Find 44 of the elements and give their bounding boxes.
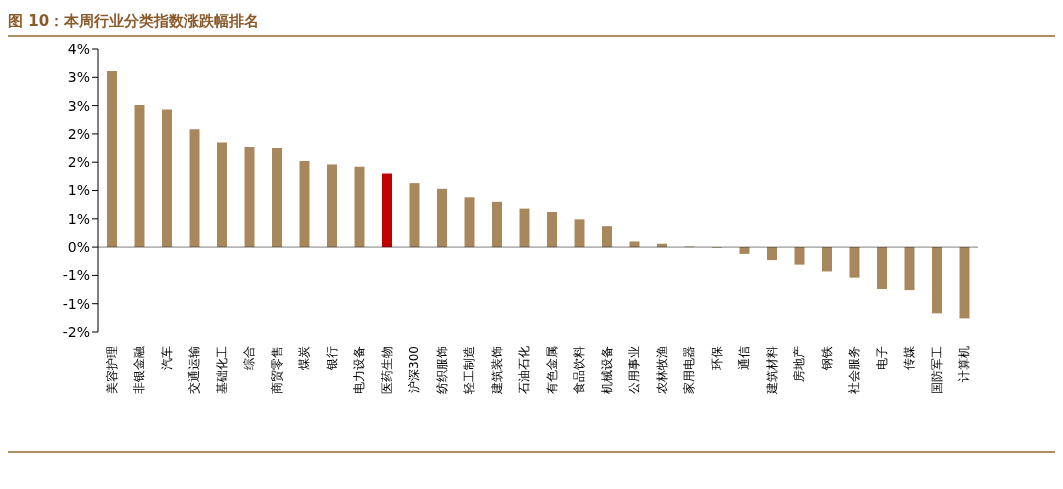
y-tick-label: 2%	[67, 125, 90, 142]
y-tick-label: 3%	[67, 97, 90, 114]
x-tick-label: 医药生物	[379, 346, 394, 394]
y-tick-label: -1%	[62, 267, 90, 284]
x-tick-label: 商贸零售	[269, 346, 284, 394]
x-tick-label: 基础化工	[214, 346, 229, 394]
y-tick-label: 1%	[67, 182, 90, 199]
x-tick-label: 食品饮料	[572, 346, 587, 394]
x-tick-label: 沪深300	[407, 346, 422, 393]
x-tick-label: 交通运输	[187, 346, 202, 394]
x-tick-label: 纺织服饰	[434, 346, 449, 394]
x-tick-label: 电力设备	[352, 346, 367, 394]
x-tick-label: 建筑装饰	[489, 346, 504, 395]
x-tick-label: 轻工制造	[462, 346, 477, 394]
x-tick-label: 家用电器	[682, 346, 697, 394]
x-tick-label: 机械设备	[599, 346, 614, 394]
y-tick-label: -2%	[62, 323, 90, 340]
x-tick-label: 传媒	[902, 346, 917, 370]
x-tick-label: 房地产	[792, 346, 807, 382]
x-tick-label: 美容护理	[104, 346, 119, 394]
x-tick-label: 银行	[324, 346, 339, 371]
x-tick-label: 社会服务	[847, 346, 862, 394]
x-tick-label: 建筑材料	[764, 346, 779, 395]
x-tick-label: 汽车	[159, 346, 174, 370]
y-tick-label: -1%	[62, 295, 90, 312]
x-tick-label: 有色金属	[544, 346, 559, 394]
x-tick-label: 国防军工	[929, 346, 944, 394]
y-tick-label: 1%	[67, 210, 90, 227]
x-tick-label: 石油石化	[517, 346, 532, 394]
y-tick-label: 3%	[67, 69, 90, 86]
x-tick-label: 钢铁	[819, 346, 834, 371]
x-tick-label: 公用事业	[627, 346, 642, 394]
x-tick-label: 非银金融	[132, 346, 147, 394]
y-tick-label: 0%	[67, 239, 90, 256]
x-tick-label: 计算机	[957, 346, 972, 382]
x-tick-label: 煤炭	[297, 346, 312, 370]
x-tick-label: 环保	[709, 346, 724, 370]
x-tick-label: 电子	[874, 346, 889, 370]
x-tick-label: 通信	[737, 346, 752, 370]
y-tick-label: 4%	[67, 40, 90, 57]
chart-title: 图 10：本周行业分类指数涨跌幅排名	[8, 11, 261, 32]
x-tick-label: 农林牧渔	[654, 346, 669, 394]
x-tick-label: 综合	[242, 346, 257, 370]
y-tick-label: 2%	[67, 154, 90, 171]
